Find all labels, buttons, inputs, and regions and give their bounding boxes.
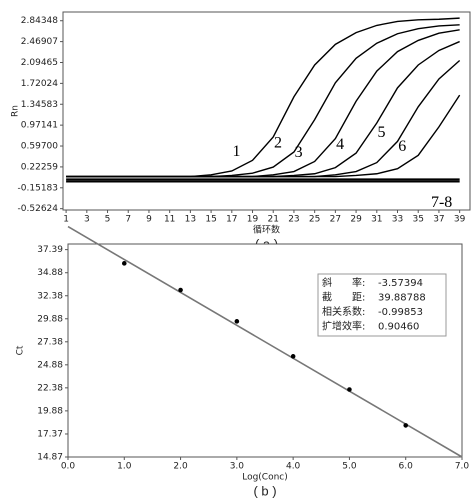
stat-label: 斜 率:	[322, 276, 365, 289]
y-tick-label: 24.88	[37, 360, 63, 370]
stat-label: 截 距:	[322, 291, 365, 304]
x-tick-label: 0.0	[61, 462, 76, 472]
x-tick-label: 7.0	[455, 462, 470, 472]
x-tick-label: 25	[309, 215, 320, 225]
stat-label: 扩增效率:	[322, 320, 365, 333]
data-point	[347, 387, 352, 392]
y-tick-label: 0.22259	[21, 162, 58, 172]
series-label: 4	[336, 136, 344, 153]
stat-value: -0.99853	[378, 307, 423, 318]
y-tick-label: 34.88	[37, 268, 63, 278]
x-tick-label: 17	[226, 215, 237, 225]
y-tick-label: 2.09465	[21, 58, 58, 68]
x-tick-label: 4.0	[286, 462, 301, 472]
y-tick-label: 2.84348	[21, 16, 58, 26]
y-tick-label: 27.38	[37, 337, 63, 347]
series-label: 1	[233, 143, 241, 160]
y-tick-label: 17.37	[37, 429, 63, 439]
curve	[66, 94, 461, 178]
y-tick-label: 29.88	[37, 314, 63, 324]
y-tick-label: 37.39	[37, 245, 63, 255]
stat-value: 0.90460	[378, 322, 419, 333]
caption: ( b )	[253, 483, 276, 498]
y-tick-label: 0.97141	[21, 121, 58, 131]
x-tick-label: 15	[205, 215, 216, 225]
x-tick-label: 23	[288, 215, 299, 225]
series-label: 7-8	[431, 194, 452, 211]
x-tick-label: 7	[125, 215, 131, 225]
y-tick-label: 32.38	[37, 291, 63, 301]
x-axis-label: Log(Conc)	[242, 473, 288, 483]
series-label: 5	[378, 124, 386, 141]
data-point	[290, 354, 296, 359]
x-tick-label: 35	[412, 215, 423, 225]
x-tick-label: 39	[454, 215, 466, 225]
fit-line	[67, 225, 463, 458]
x-tick-label: 3	[84, 215, 90, 225]
x-tick-label: 21	[268, 215, 279, 225]
x-tick-label: 31	[371, 215, 382, 225]
stat-label: 相关系数:	[322, 305, 365, 318]
x-tick-label: 5.0	[342, 462, 357, 472]
series-label: 3	[295, 144, 303, 161]
y-tick-label: 1.34583	[21, 100, 58, 110]
y-tick-label: 0.59700	[21, 142, 58, 152]
x-axis-label: 循环数	[253, 224, 280, 236]
x-tick-label: 33	[392, 215, 403, 225]
x-tick-label: 27	[330, 215, 341, 225]
stat-value: 39.88788	[378, 293, 426, 304]
x-tick-label: 1	[63, 215, 69, 225]
y-tick-label: 22.38	[37, 383, 63, 393]
data-point	[234, 319, 240, 324]
data-point	[121, 261, 127, 266]
y-tick-label: 2.46907	[21, 37, 58, 47]
x-tick-label: 1.0	[117, 462, 132, 472]
series-label: 2	[274, 135, 282, 152]
data-point	[403, 423, 409, 428]
y-tick-label: -0.52624	[18, 204, 59, 214]
x-tick-label: 9	[146, 215, 152, 225]
x-tick-label: 19	[247, 215, 259, 225]
stats-box	[317, 273, 447, 337]
y-axis-label: Ct	[16, 345, 26, 355]
y-axis-label: Rn	[11, 105, 21, 117]
y-tick-label: 1.72024	[21, 79, 58, 89]
x-tick-label: 29	[350, 215, 362, 225]
x-tick-label: 37	[433, 215, 444, 225]
y-tick-label: 19.88	[37, 406, 63, 416]
stat-value: -3.57394	[378, 278, 423, 289]
x-tick-label: 3.0	[230, 462, 245, 472]
x-tick-label: 6.0	[399, 462, 414, 472]
y-tick-label: -0.15183	[18, 183, 58, 193]
x-tick-label: 2.0	[173, 462, 188, 472]
series-label: 6	[398, 138, 406, 155]
x-tick-label: 11	[164, 215, 175, 225]
y-tick-label: 14.87	[37, 453, 63, 463]
x-tick-label: 5	[105, 215, 111, 225]
data-point	[178, 287, 183, 293]
x-tick-label: 13	[185, 215, 196, 225]
